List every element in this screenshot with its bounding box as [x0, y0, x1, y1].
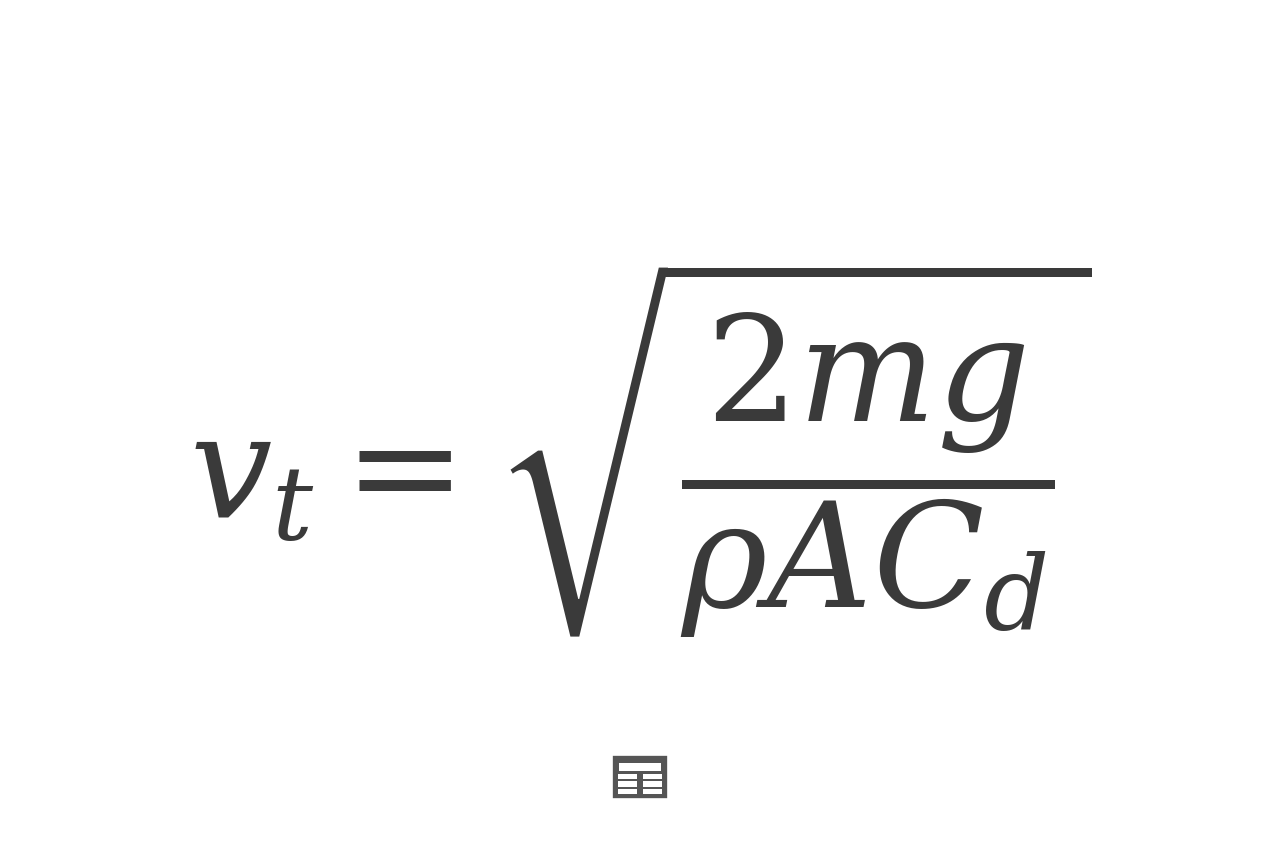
Bar [620, 763, 662, 771]
Text: $v_t = \sqrt{\dfrac{2mg}{\rho A C_d}}$: $v_t = \sqrt{\dfrac{2mg}{\rho A C_d}}$ [189, 257, 1091, 639]
Bar [618, 781, 637, 787]
Bar [643, 775, 662, 780]
Bar [618, 789, 637, 794]
Bar [643, 781, 662, 787]
Text: www.inchcalculator.com: www.inchcalculator.com [515, 815, 765, 834]
Text: Terminal Velocity Formula: Terminal Velocity Formula [105, 38, 1175, 119]
Bar [643, 789, 662, 794]
Bar [618, 775, 637, 780]
FancyBboxPatch shape [612, 755, 668, 799]
